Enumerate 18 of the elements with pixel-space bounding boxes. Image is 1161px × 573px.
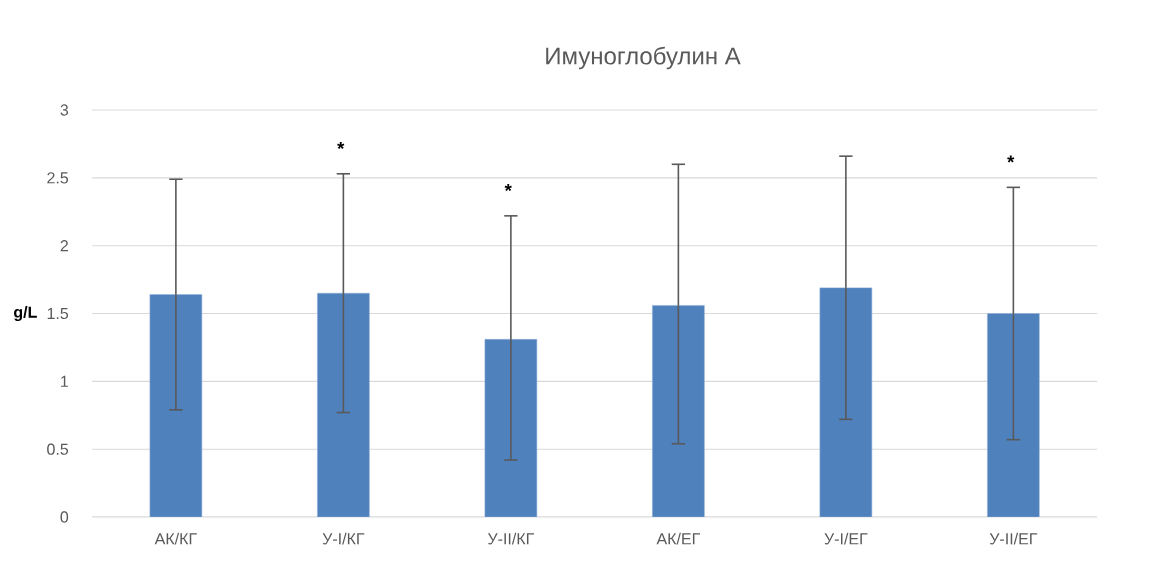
x-tick-label: АК/КГ	[154, 532, 197, 545]
y-tick-label: 0	[60, 511, 69, 523]
y-tick-label: 3	[60, 104, 69, 116]
annotation: *	[504, 184, 512, 192]
x-tick-label: У-I/ЕГ	[824, 532, 868, 545]
annotation: *	[337, 142, 345, 149]
y-tick-label: 1.5	[47, 307, 69, 320]
y-tick-label: 0.5	[47, 443, 69, 455]
annotation: *	[1007, 155, 1015, 163]
y-tick-label: 1	[61, 375, 68, 387]
y-axis-title: g/L	[14, 306, 37, 322]
x-tick-label: У-I/КГ	[322, 532, 365, 545]
x-tick-label: У-II/ЕГ	[989, 532, 1038, 545]
y-tick-label: 2	[60, 240, 68, 252]
x-tick-label: У-II/КГ	[487, 532, 534, 545]
y-tick-label: 2.5	[47, 172, 69, 184]
x-tick-label: АК/ЕГ	[656, 532, 700, 545]
chart-title: Имуноглобулин А	[546, 46, 741, 70]
